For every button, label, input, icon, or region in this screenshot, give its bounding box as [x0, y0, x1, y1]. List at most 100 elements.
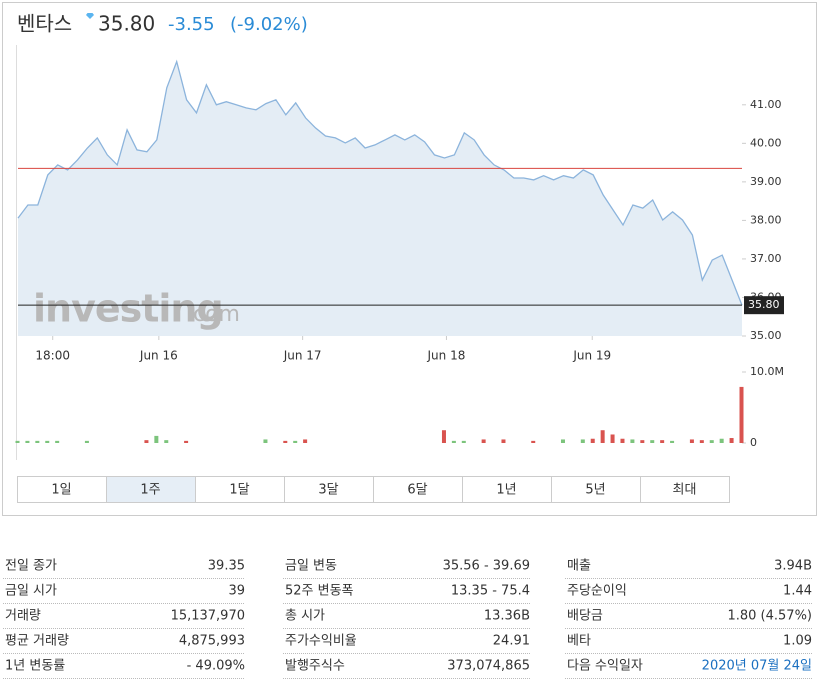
- volume-bar: [531, 440, 536, 443]
- change-pct: (-9.02%): [230, 14, 308, 35]
- stat-label: 주가수익비율: [285, 634, 357, 649]
- volume-bar: [451, 440, 456, 443]
- change: -3.55: [168, 14, 215, 35]
- watermark: investing: [33, 287, 223, 331]
- price-label: 35.80: [748, 298, 780, 311]
- diamond-icon: [86, 13, 94, 19]
- stat-label: 매출: [567, 559, 591, 574]
- stat-value: 3.94B: [774, 559, 812, 574]
- volume-bar: [630, 439, 635, 443]
- period-label[interactable]: 6달: [407, 483, 427, 498]
- stat-label: 1년 변동률: [5, 659, 65, 674]
- stat-label: 주당순이익: [567, 584, 627, 599]
- volume-tick-label: 10.0M: [750, 365, 784, 378]
- stat-value: 15,137,970: [171, 609, 245, 624]
- stat-label: 발행주식수: [285, 658, 345, 674]
- y-tick-label: 39.00: [750, 175, 782, 188]
- volume-bar: [461, 440, 466, 443]
- volume-bar: [699, 440, 704, 443]
- volume-bar: [263, 439, 268, 443]
- volume-bar: [501, 439, 506, 443]
- x-tick-label: Jun 16: [139, 349, 178, 363]
- period-label[interactable]: 1년: [496, 483, 516, 498]
- stat-label: 금일 시가: [5, 584, 57, 599]
- price: 35.80: [98, 12, 155, 36]
- stat-value: 1.44: [783, 584, 812, 599]
- volume-bar: [709, 440, 714, 443]
- y-tick-label: 38.00: [750, 213, 782, 226]
- volume-bar: [45, 440, 50, 443]
- volume-bar: [660, 440, 665, 443]
- price-line: [17, 59, 743, 306]
- volume-bar: [84, 440, 89, 443]
- period-label[interactable]: 1주: [140, 483, 160, 498]
- period-button[interactable]: [195, 476, 285, 503]
- volume-tick-label: 0: [750, 436, 757, 449]
- volume-bar: [154, 435, 159, 443]
- volume-bar: [303, 439, 308, 443]
- volume-bar: [610, 434, 615, 443]
- volume-bar: [640, 440, 645, 443]
- stat-value: 4,875,993: [179, 634, 245, 649]
- volume-bar: [650, 440, 655, 443]
- period-button[interactable]: [551, 476, 641, 503]
- y-tick-label: 41.00: [750, 98, 782, 111]
- stat-value: 1.09: [783, 634, 812, 649]
- volume-bar: [25, 440, 30, 443]
- volume-bar: [560, 439, 565, 443]
- x-tick-label: 18:00: [35, 349, 70, 363]
- stat-label: 총 시가: [285, 609, 325, 624]
- period-button[interactable]: [17, 476, 107, 503]
- volume-bar: [719, 438, 724, 443]
- period-label[interactable]: 5년: [585, 483, 605, 498]
- volume-bar: [293, 440, 298, 443]
- volume-bar: [15, 440, 20, 443]
- stat-value[interactable]: 2020년 07월 24일: [702, 659, 812, 674]
- volume-bar: [481, 439, 486, 443]
- volume-bar: [729, 438, 734, 443]
- volume-bar: [670, 440, 675, 443]
- volume-bar: [55, 440, 60, 443]
- period-label[interactable]: 1달: [229, 483, 249, 498]
- period-label[interactable]: 3달: [318, 483, 338, 498]
- stat-label: 평균 거래량: [5, 634, 69, 649]
- period-label[interactable]: 1일: [51, 483, 71, 498]
- stat-label: 베타: [567, 634, 591, 649]
- volume-bar: [620, 438, 625, 443]
- volume-bar: [164, 440, 169, 443]
- stat-label: 거래량: [5, 609, 41, 624]
- stat-label: 다음 수익일자: [567, 659, 643, 674]
- volume-bar: [600, 430, 605, 443]
- volume-bar: [283, 440, 288, 443]
- y-tick-label: 40.00: [750, 136, 782, 149]
- volume-bar: [739, 386, 744, 443]
- volume-bar: [689, 439, 694, 443]
- price-area: [18, 61, 742, 336]
- period-button[interactable]: [373, 476, 463, 503]
- stock-name: 벤타스: [17, 12, 72, 36]
- stat-value: 13.36B: [484, 609, 530, 624]
- stat-value: 39.35: [208, 559, 245, 574]
- x-tick-label: Jun 19: [572, 349, 611, 363]
- stat-value: - 49.09%: [187, 659, 245, 674]
- stat-value: 13.35 - 75.4: [451, 584, 530, 599]
- stat-value: 24.91: [493, 634, 530, 649]
- stat-value: 39: [228, 584, 245, 599]
- stat-label: 금일 변동: [285, 559, 337, 574]
- price-label-box: [744, 296, 784, 315]
- x-tick-label: Jun 18: [427, 349, 466, 363]
- y-tick-label: 35.00: [750, 329, 782, 342]
- volume-bar: [590, 438, 595, 443]
- y-tick-label: 37.00: [750, 252, 782, 265]
- x-tick-label: Jun 17: [283, 349, 322, 363]
- volume-bar: [441, 430, 446, 443]
- period-label[interactable]: 최대: [673, 483, 697, 498]
- stat-label: 전일 종가: [5, 559, 57, 574]
- volume-bar: [580, 439, 585, 443]
- stat-label: 배당금: [567, 609, 603, 624]
- period-button[interactable]: [640, 476, 730, 503]
- stat-value: 35.56 - 39.69: [443, 559, 530, 574]
- stat-label: 52주 변동폭: [285, 584, 354, 599]
- stat-value: 1.80 (4.57%): [727, 609, 812, 624]
